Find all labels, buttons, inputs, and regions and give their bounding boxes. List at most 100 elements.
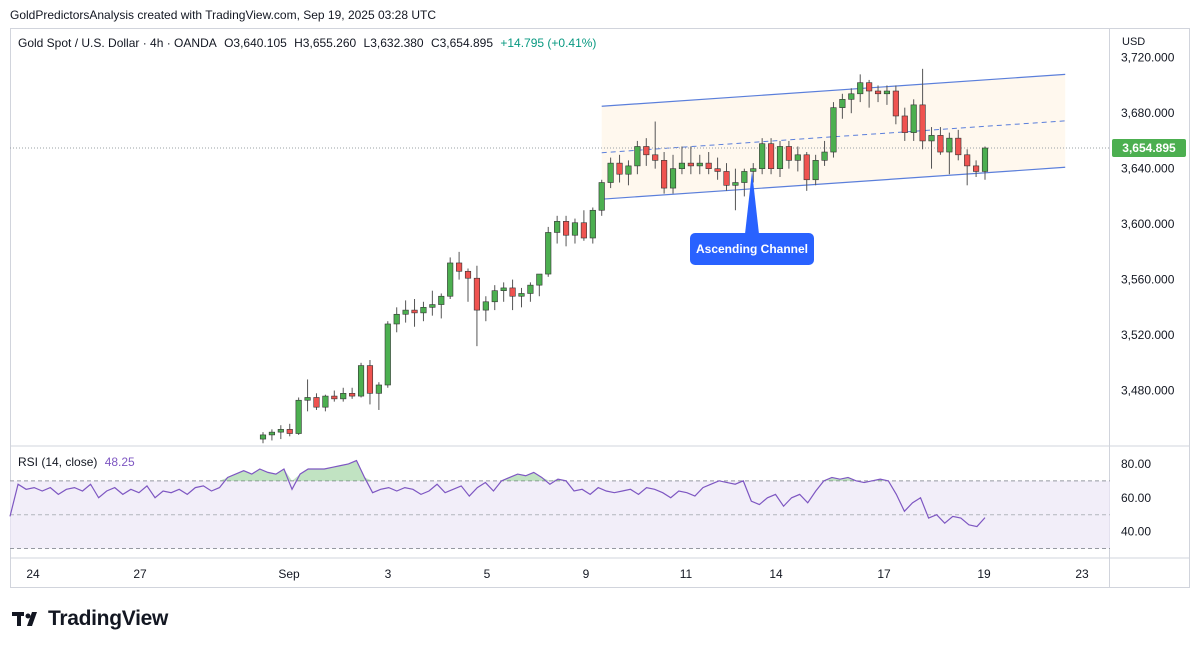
time-tick-label: 9 bbox=[583, 567, 590, 581]
candle-body bbox=[527, 284, 534, 294]
candle-body bbox=[892, 90, 899, 117]
time-tick-label: 11 bbox=[680, 567, 693, 581]
symbol-legend: Gold Spot / U.S. Dollar · 4h · OANDA O3,… bbox=[18, 36, 600, 50]
price-tick-label: 3,520.000 bbox=[1121, 328, 1175, 342]
candle-body bbox=[331, 395, 338, 400]
candle-body bbox=[580, 222, 587, 239]
time-tick-label: 23 bbox=[1075, 567, 1089, 581]
time-tick-label: 17 bbox=[877, 567, 891, 581]
candle-body bbox=[946, 137, 953, 153]
candle-body bbox=[643, 146, 650, 156]
candle-body bbox=[500, 287, 507, 291]
annotation-pointer bbox=[745, 171, 759, 234]
candle-body bbox=[598, 182, 605, 211]
time-tick-label: 5 bbox=[484, 567, 491, 581]
candle-body bbox=[661, 160, 668, 189]
candle-body bbox=[545, 232, 552, 275]
candle-body bbox=[919, 104, 926, 142]
candle-body bbox=[322, 395, 329, 408]
candle-body bbox=[313, 397, 320, 408]
rsi-line bbox=[9, 459, 986, 528]
price-tick-label: 3,640.000 bbox=[1121, 162, 1175, 176]
last-price-tag-label: 3,654.895 bbox=[1122, 141, 1176, 155]
price-tick-label: 3,480.000 bbox=[1121, 384, 1175, 398]
annotation-box bbox=[690, 233, 814, 265]
candle-body bbox=[411, 309, 418, 314]
rsi-tick-label: 80.00 bbox=[1121, 457, 1151, 471]
candle-body bbox=[696, 162, 703, 167]
candle-body bbox=[357, 365, 365, 397]
time-tick-label: 27 bbox=[133, 567, 147, 581]
candle-body bbox=[759, 143, 766, 169]
candle-body bbox=[625, 165, 632, 175]
candle-body bbox=[420, 307, 427, 314]
candle-body bbox=[447, 262, 454, 297]
candle-body bbox=[821, 151, 828, 161]
ohlc-high: H3,655.260 bbox=[294, 36, 357, 50]
candle-body bbox=[785, 146, 792, 161]
candle-body bbox=[554, 221, 561, 233]
candle-body bbox=[981, 147, 989, 172]
candle-body bbox=[482, 301, 489, 311]
price-tick-label: 3,560.000 bbox=[1121, 273, 1175, 287]
time-tick-label: 19 bbox=[977, 567, 991, 581]
symbol-name: Gold Spot / U.S. Dollar · 4h · OANDA bbox=[18, 36, 217, 50]
price-axis[interactable] bbox=[1110, 28, 1190, 588]
candle-body bbox=[874, 90, 882, 95]
candle-body bbox=[830, 107, 837, 153]
candle-body bbox=[652, 154, 659, 161]
candle-body bbox=[589, 209, 596, 239]
candle-body bbox=[848, 93, 855, 100]
price-tick-label: 3,680.000 bbox=[1121, 106, 1175, 120]
candle-body bbox=[794, 154, 801, 161]
candle-body bbox=[518, 293, 525, 297]
chart-header: GoldPredictorsAnalysis created with Trad… bbox=[10, 8, 436, 22]
channel-mid-line bbox=[601, 120, 1066, 154]
candle-body bbox=[562, 221, 570, 236]
candle-body bbox=[304, 397, 311, 401]
annotation-label: Ascending Channel bbox=[696, 242, 808, 256]
candle-body bbox=[402, 309, 409, 315]
candle-body bbox=[634, 146, 641, 167]
candle-body bbox=[973, 165, 980, 172]
candle-body bbox=[678, 162, 686, 169]
rsi-tick-label: 40.00 bbox=[1121, 525, 1151, 539]
candle-body bbox=[839, 99, 846, 108]
candle-body bbox=[375, 384, 382, 394]
ohlc-change: +14.795 (+0.41%) bbox=[500, 36, 597, 50]
candle-body bbox=[768, 143, 775, 169]
channel-lower-line bbox=[601, 166, 1066, 200]
candle-body bbox=[277, 429, 284, 433]
candle-body bbox=[866, 82, 873, 92]
time-tick-label: 14 bbox=[769, 567, 783, 581]
tradingview-brand: TradingView bbox=[12, 607, 168, 631]
ohlc-open: O3,640.105 bbox=[224, 36, 287, 50]
candle-body bbox=[705, 162, 712, 169]
candle-body bbox=[366, 365, 374, 394]
candle-body bbox=[268, 431, 275, 436]
rsi-overbought-fill bbox=[10, 460, 985, 481]
rsi-legend: RSI (14, close) 48.25 bbox=[18, 455, 135, 469]
chart-frame[interactable] bbox=[10, 28, 1110, 588]
candle-body bbox=[857, 82, 864, 95]
candle-body bbox=[491, 290, 498, 303]
candle-body bbox=[776, 146, 784, 169]
candle-body bbox=[803, 154, 810, 181]
candle-body bbox=[901, 115, 908, 133]
candle-body bbox=[812, 160, 819, 181]
last-price-tag bbox=[1112, 139, 1186, 158]
currency-label[interactable]: USD bbox=[1122, 36, 1146, 48]
time-tick-label: 24 bbox=[26, 567, 40, 581]
candle-body bbox=[429, 304, 436, 308]
candle-body bbox=[723, 171, 730, 186]
rsi-value: 48.25 bbox=[104, 455, 135, 469]
candle-body bbox=[714, 168, 721, 172]
candle-body bbox=[286, 429, 293, 434]
candle-body bbox=[571, 222, 579, 236]
candle-body bbox=[536, 273, 543, 286]
candle-body bbox=[438, 295, 445, 305]
ohlc-close: C3,654.895 bbox=[430, 36, 494, 50]
candle-body bbox=[384, 323, 391, 386]
candle-body bbox=[616, 162, 623, 175]
candle-body bbox=[509, 287, 516, 297]
